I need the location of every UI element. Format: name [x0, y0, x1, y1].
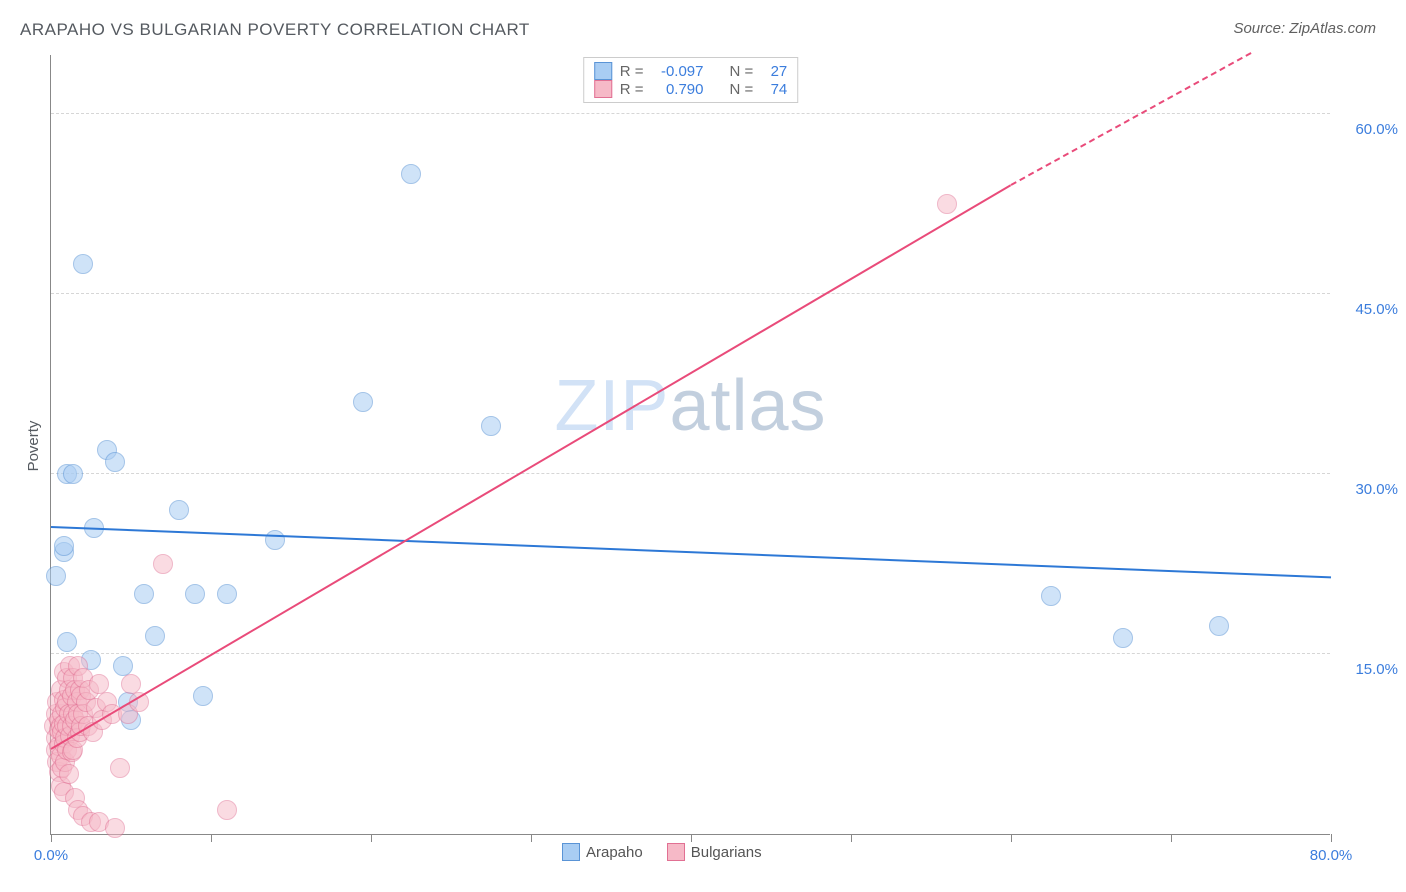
- x-tick: [851, 834, 852, 842]
- n-label: N =: [730, 81, 754, 98]
- y-tick-label: 30.0%: [1355, 481, 1398, 498]
- legend-label: Bulgarians: [691, 844, 762, 861]
- legend-swatch: [594, 62, 612, 80]
- y-tick-label: 45.0%: [1355, 301, 1398, 318]
- scatter-point-arapaho: [73, 254, 93, 274]
- scatter-point-arapaho: [113, 656, 133, 676]
- legend-swatch: [667, 843, 685, 861]
- scatter-point-arapaho: [481, 416, 501, 436]
- scatter-point-arapaho: [169, 500, 189, 520]
- r-label: R =: [620, 63, 644, 80]
- scatter-point-bulgarians: [121, 674, 141, 694]
- scatter-point-arapaho: [185, 584, 205, 604]
- trendline: [51, 526, 1331, 578]
- x-tick: [211, 834, 212, 842]
- legend-item: Bulgarians: [667, 843, 762, 861]
- scatter-point-bulgarians: [153, 554, 173, 574]
- x-tick: [1331, 834, 1332, 842]
- gridline: [51, 653, 1330, 654]
- x-tick: [1171, 834, 1172, 842]
- scatter-point-arapaho: [1041, 586, 1061, 606]
- scatter-point-bulgarians: [105, 818, 125, 838]
- stats-legend-box: R = -0.097 N = 27 R = 0.790 N = 74: [583, 57, 799, 103]
- scatter-point-bulgarians: [937, 194, 957, 214]
- n-label: N =: [730, 63, 754, 80]
- scatter-point-arapaho: [265, 530, 285, 550]
- gridline: [51, 473, 1330, 474]
- x-tick: [371, 834, 372, 842]
- stats-row: R = 0.790 N = 74: [594, 80, 788, 98]
- scatter-point-bulgarians: [89, 674, 109, 694]
- scatter-point-bulgarians: [110, 758, 130, 778]
- scatter-point-arapaho: [134, 584, 154, 604]
- watermark: ZIPatlas: [554, 365, 826, 447]
- r-value: 0.790: [652, 81, 704, 98]
- n-value: 27: [761, 63, 787, 80]
- y-tick-label: 60.0%: [1355, 121, 1398, 138]
- watermark-zip: ZIP: [554, 366, 669, 446]
- scatter-point-arapaho: [54, 536, 74, 556]
- x-tick: [1011, 834, 1012, 842]
- legend-item: Arapaho: [562, 843, 643, 861]
- scatter-point-arapaho: [353, 392, 373, 412]
- scatter-point-arapaho: [57, 632, 77, 652]
- source-attribution: Source: ZipAtlas.com: [1233, 20, 1376, 37]
- n-value: 74: [761, 81, 787, 98]
- legend-swatch: [594, 80, 612, 98]
- chart-title: ARAPAHO VS BULGARIAN POVERTY CORRELATION…: [20, 20, 530, 40]
- scatter-point-arapaho: [145, 626, 165, 646]
- scatter-point-arapaho: [401, 164, 421, 184]
- legend-label: Arapaho: [586, 844, 643, 861]
- x-tick: [691, 834, 692, 842]
- x-tick-label: 0.0%: [34, 847, 68, 864]
- scatter-point-arapaho: [105, 452, 125, 472]
- scatter-point-arapaho: [1209, 616, 1229, 636]
- scatter-point-bulgarians: [59, 764, 79, 784]
- bottom-legend: Arapaho Bulgarians: [562, 843, 762, 861]
- stats-row: R = -0.097 N = 27: [594, 62, 788, 80]
- y-tick-label: 15.0%: [1355, 661, 1398, 678]
- x-tick: [51, 834, 52, 842]
- trendline: [50, 184, 1011, 750]
- plot-area: ZIPatlas R =-0.097N =27R =0.790N =74 15.…: [50, 55, 1330, 835]
- scatter-point-arapaho: [63, 464, 83, 484]
- scatter-point-bulgarians: [217, 800, 237, 820]
- watermark-atlas: atlas: [669, 366, 826, 446]
- legend-swatch: [562, 843, 580, 861]
- y-axis-label: Poverty: [25, 421, 42, 472]
- trendline: [1011, 52, 1252, 186]
- x-tick-label: 80.0%: [1310, 847, 1353, 864]
- x-tick: [531, 834, 532, 842]
- gridline: [51, 293, 1330, 294]
- scatter-point-arapaho: [1113, 628, 1133, 648]
- scatter-point-arapaho: [193, 686, 213, 706]
- scatter-point-arapaho: [217, 584, 237, 604]
- r-value: -0.097: [652, 63, 704, 80]
- r-label: R =: [620, 81, 644, 98]
- scatter-point-arapaho: [46, 566, 66, 586]
